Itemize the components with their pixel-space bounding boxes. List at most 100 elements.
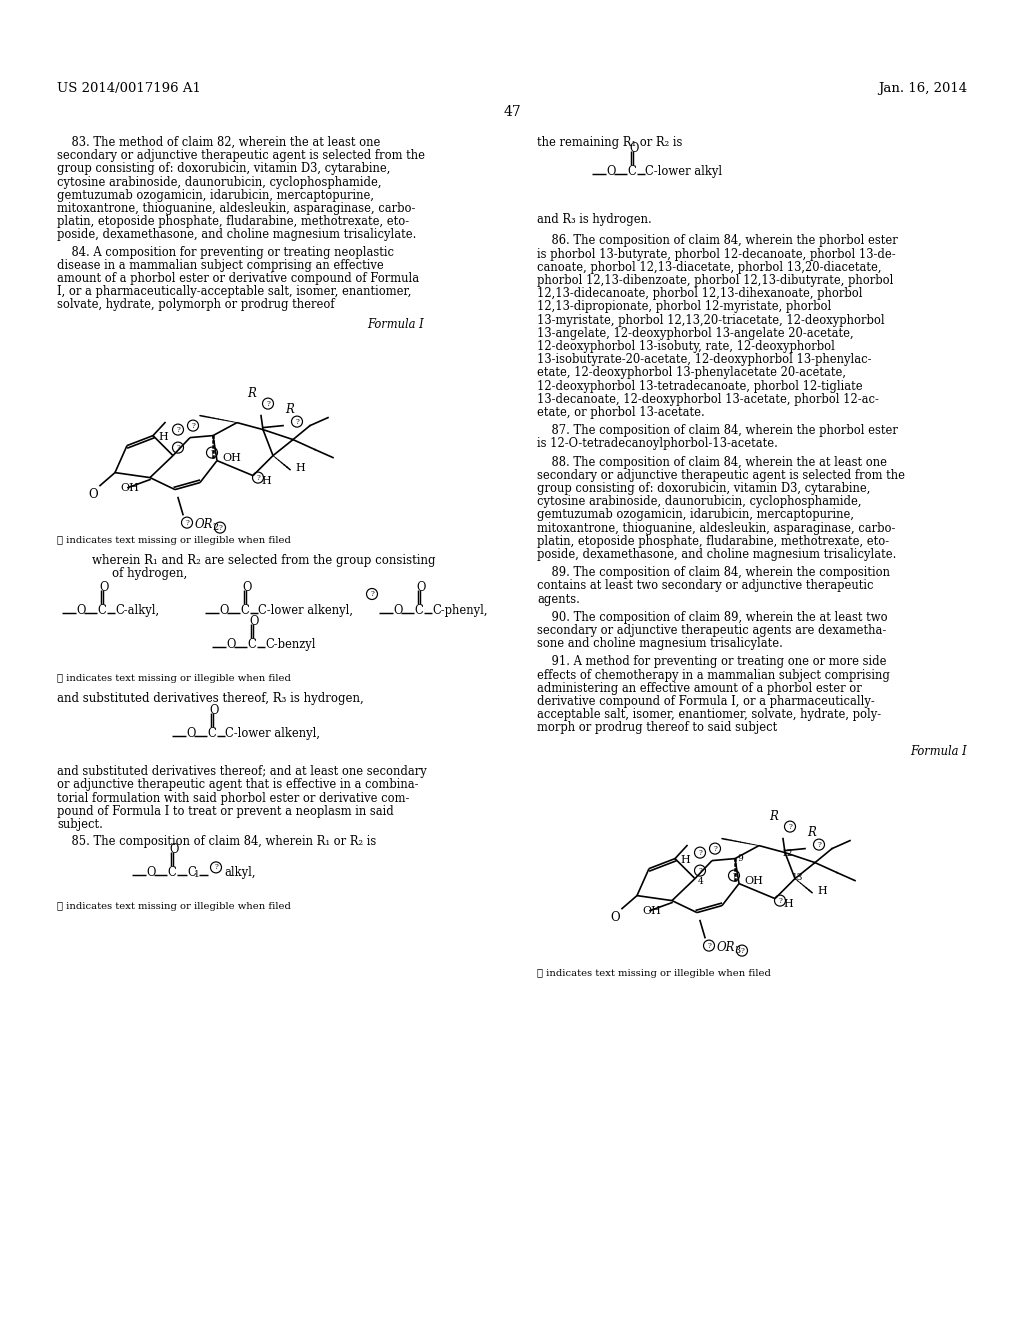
Text: ?: ? (214, 863, 218, 871)
Text: ?: ? (185, 519, 189, 527)
Text: amount of a phorbol ester or derivative compound of Formula: amount of a phorbol ester or derivative … (57, 272, 419, 285)
Text: 13-angelate, 12-deoxyphorbol 13-angelate 20-acetate,: 13-angelate, 12-deoxyphorbol 13-angelate… (537, 327, 854, 339)
Text: ?: ? (176, 444, 180, 451)
Text: platin, etoposide phosphate, fludarabine, methotrexate, eto-: platin, etoposide phosphate, fludarabine… (537, 535, 889, 548)
Text: ?: ? (295, 417, 299, 425)
Text: derivative compound of Formula I, or a pharmaceutically-: derivative compound of Formula I, or a p… (537, 696, 874, 708)
Text: 2: 2 (212, 523, 218, 532)
Text: and R₃ is hydrogen.: and R₃ is hydrogen. (537, 214, 651, 226)
Text: O: O (416, 581, 425, 594)
Text: O: O (99, 581, 109, 594)
Text: secondary or adjunctive therapeutic agent is selected from the: secondary or adjunctive therapeutic agen… (57, 149, 425, 162)
Text: 84. A composition for preventing or treating neoplastic: 84. A composition for preventing or trea… (57, 246, 394, 259)
Text: disease in a mammalian subject comprising an effective: disease in a mammalian subject comprisin… (57, 259, 384, 272)
Text: 1: 1 (194, 870, 200, 879)
Text: 88. The composition of claim 84, wherein the at least one: 88. The composition of claim 84, wherein… (537, 455, 887, 469)
Text: C-lower alkyl: C-lower alkyl (645, 165, 722, 178)
Text: and substituted derivatives thereof, R₃ is hydrogen,: and substituted derivatives thereof, R₃ … (57, 692, 364, 705)
Text: US 2014/0017196 A1: US 2014/0017196 A1 (57, 82, 201, 95)
Text: OH: OH (120, 483, 139, 492)
Text: R: R (247, 387, 256, 400)
Text: O: O (219, 605, 228, 616)
Text: pound of Formula I to treat or prevent a neoplasm in said: pound of Formula I to treat or prevent a… (57, 805, 394, 818)
Text: and substituted derivatives thereof; and at least one secondary: and substituted derivatives thereof; and… (57, 766, 427, 779)
Text: O: O (610, 911, 620, 924)
Text: Formula I: Formula I (367, 318, 424, 330)
Text: 13-decanoate, 12-deoxyphorbol 13-acetate, phorbol 12-ac-: 13-decanoate, 12-deoxyphorbol 13-acetate… (537, 393, 879, 405)
Text: ?: ? (218, 524, 222, 532)
Text: solvate, hydrate, polymorph or prodrug thereof: solvate, hydrate, polymorph or prodrug t… (57, 298, 335, 312)
Text: alkyl,: alkyl, (224, 866, 256, 879)
Text: canoate, phorbol 12,13-diacetate, phorbol 13,20-diacetate,: canoate, phorbol 12,13-diacetate, phorbo… (537, 261, 882, 273)
Text: group consisting of: doxorubicin, vitamin D3, cytarabine,: group consisting of: doxorubicin, vitami… (57, 162, 390, 176)
Text: ?: ? (713, 845, 717, 853)
Text: subject.: subject. (57, 818, 102, 832)
Text: gemtuzumab ozogamicin, idarubicin, mercaptopurine,: gemtuzumab ozogamicin, idarubicin, merca… (57, 189, 374, 202)
Text: R: R (769, 809, 778, 822)
Text: etate, or phorbol 13-acetate.: etate, or phorbol 13-acetate. (537, 407, 705, 418)
Text: 12,13-didecanoate, phorbol 12,13-dihexanoate, phorbol: 12,13-didecanoate, phorbol 12,13-dihexan… (537, 288, 862, 300)
Text: C-lower alkenyl,: C-lower alkenyl, (258, 605, 353, 616)
Text: ?: ? (370, 590, 374, 598)
Text: ?: ? (817, 841, 821, 849)
Text: OH: OH (744, 875, 763, 886)
Text: C: C (207, 727, 216, 741)
Text: H: H (783, 899, 793, 908)
Text: cytosine arabinoside, daunorubicin, cyclophosphamide,: cytosine arabinoside, daunorubicin, cycl… (57, 176, 382, 189)
Text: O: O (169, 843, 178, 857)
Text: OR: OR (195, 517, 213, 531)
Text: C: C (414, 605, 423, 616)
Text: ?: ? (788, 822, 792, 830)
Text: ?: ? (698, 867, 701, 875)
Text: R: R (285, 403, 294, 416)
Text: OR: OR (717, 941, 735, 953)
Text: C-alkyl,: C-alkyl, (115, 605, 159, 616)
Text: O: O (393, 605, 402, 616)
Text: OH: OH (222, 453, 241, 462)
Text: O: O (249, 615, 258, 628)
Text: contains at least two secondary or adjunctive therapeutic: contains at least two secondary or adjun… (537, 579, 873, 593)
Text: I, or a pharmaceutically-acceptable salt, isomer, enantiomer,: I, or a pharmaceutically-acceptable salt… (57, 285, 412, 298)
Text: O: O (629, 143, 638, 156)
Text: C: C (240, 605, 249, 616)
Text: acceptable salt, isomer, enantiomer, solvate, hydrate, poly-: acceptable salt, isomer, enantiomer, sol… (537, 709, 881, 721)
Text: O: O (146, 866, 156, 879)
Text: 89. The composition of claim 84, wherein the composition: 89. The composition of claim 84, wherein… (537, 566, 890, 579)
Text: of hydrogen,: of hydrogen, (112, 566, 187, 579)
Text: effects of chemotherapy in a mammalian subject comprising: effects of chemotherapy in a mammalian s… (537, 669, 890, 681)
Text: C: C (167, 866, 176, 879)
Text: 86. The composition of claim 84, wherein the phorbol ester: 86. The composition of claim 84, wherein… (537, 235, 898, 247)
Text: 12-deoxyphorbol 13-isobuty, rate, 12-deoxyphorbol: 12-deoxyphorbol 13-isobuty, rate, 12-deo… (537, 341, 835, 352)
Text: H: H (295, 462, 305, 473)
Text: O: O (186, 727, 196, 741)
Text: mitoxantrone, thioguanine, aldesleukin, asparaginase, carbo-: mitoxantrone, thioguanine, aldesleukin, … (537, 521, 895, 535)
Text: ?: ? (698, 849, 701, 857)
Text: H: H (159, 432, 168, 442)
Text: morph or prodrug thereof to said subject: morph or prodrug thereof to said subject (537, 722, 777, 734)
Text: 91. A method for preventing or treating one or more side: 91. A method for preventing or treating … (537, 656, 887, 668)
Text: gemtuzumab ozogamicin, idarubicin, mercaptopurine,: gemtuzumab ozogamicin, idarubicin, merca… (537, 508, 854, 521)
Text: 85. The composition of claim 84, wherein R₁ or R₂ is: 85. The composition of claim 84, wherein… (57, 836, 376, 849)
Text: poside, dexamethasone, and choline magnesium trisalicylate.: poside, dexamethasone, and choline magne… (57, 228, 417, 242)
Text: 47: 47 (503, 106, 521, 119)
Text: the remaining R₁ or R₂ is: the remaining R₁ or R₂ is (537, 136, 682, 149)
Text: C-benzyl: C-benzyl (265, 638, 315, 651)
Text: sone and choline magnesium trisalicylate.: sone and choline magnesium trisalicylate… (537, 638, 783, 651)
Text: C: C (187, 866, 196, 879)
Text: C-lower alkenyl,: C-lower alkenyl, (225, 727, 319, 741)
Text: O: O (606, 165, 615, 178)
Text: 4: 4 (698, 876, 703, 886)
Text: 9: 9 (737, 854, 742, 862)
Text: is phorbol 13-butyrate, phorbol 12-decanoate, phorbol 13-de-: is phorbol 13-butyrate, phorbol 12-decan… (537, 248, 896, 260)
Text: H: H (261, 475, 270, 486)
Text: ?: ? (210, 449, 214, 457)
Text: or adjunctive therapeutic agent that is effective in a combina-: or adjunctive therapeutic agent that is … (57, 779, 419, 792)
Text: group consisting of: doxorubicin, vitamin D3, cytarabine,: group consisting of: doxorubicin, vitami… (537, 482, 870, 495)
Text: C-phenyl,: C-phenyl, (432, 605, 487, 616)
Text: ?: ? (191, 421, 195, 429)
Text: 87. The composition of claim 84, wherein the phorbol ester: 87. The composition of claim 84, wherein… (537, 424, 898, 437)
Text: ⓘ indicates text missing or illegible when filed: ⓘ indicates text missing or illegible wh… (57, 903, 291, 911)
Text: 13-isobutyrate-20-acetate, 12-deoxyphorbol 13-phenylac-: 13-isobutyrate-20-acetate, 12-deoxyphorb… (537, 354, 871, 366)
Text: mitoxantrone, thioguanine, aldesleukin, asparaginase, carbo-: mitoxantrone, thioguanine, aldesleukin, … (57, 202, 416, 215)
Text: ⓘ indicates text missing or illegible when filed: ⓘ indicates text missing or illegible wh… (57, 536, 291, 545)
